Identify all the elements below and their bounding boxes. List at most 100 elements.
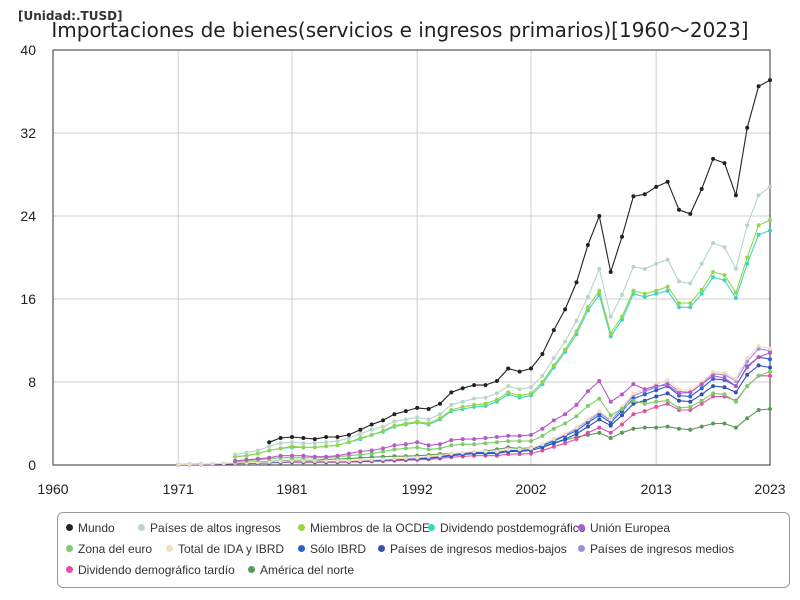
- legend-marker: [66, 524, 73, 532]
- data-point: [722, 385, 727, 390]
- data-point: [358, 436, 363, 440]
- legend-marker: [298, 524, 305, 532]
- data-point: [255, 448, 260, 453]
- data-point: [551, 356, 556, 361]
- data-point: [563, 421, 568, 426]
- data-point: [278, 436, 283, 440]
- data-point: [358, 452, 363, 457]
- data-point: [642, 401, 647, 406]
- series-line-paises-de-altos-ingresos: [235, 186, 771, 456]
- data-point: [438, 442, 442, 447]
- data-point: [711, 270, 716, 274]
- data-point: [654, 291, 659, 296]
- data-point: [369, 448, 374, 453]
- data-point: [267, 440, 272, 445]
- series-group: [176, 78, 772, 467]
- data-point: [324, 435, 329, 439]
- data-point: [278, 459, 283, 464]
- data-point: [540, 380, 545, 384]
- data-point: [483, 395, 488, 400]
- data-point: [267, 448, 272, 453]
- x-tick-label: 2013: [641, 481, 672, 497]
- legend-item: Países de ingresos medios: [578, 542, 734, 556]
- data-point: [654, 399, 659, 404]
- data-point: [608, 417, 613, 422]
- legend-label: América del norte: [260, 563, 355, 577]
- data-point: [574, 431, 579, 436]
- data-point: [665, 284, 670, 289]
- data-point: [438, 446, 442, 451]
- data-point: [620, 314, 624, 319]
- data-point: [415, 440, 420, 445]
- data-point: [290, 458, 294, 463]
- data-point: [756, 373, 761, 378]
- data-point: [392, 443, 397, 448]
- data-point: [620, 292, 624, 297]
- data-point: [358, 458, 363, 463]
- data-point: [529, 446, 533, 451]
- data-point: [517, 447, 522, 452]
- data-point: [654, 288, 659, 293]
- data-point: [699, 291, 704, 296]
- legend-label: Países de ingresos medios-bajos: [390, 542, 567, 556]
- data-point: [631, 382, 636, 387]
- data-point: [608, 423, 613, 428]
- data-point: [608, 334, 613, 339]
- data-point: [733, 193, 738, 198]
- data-point: [574, 414, 579, 419]
- data-point: [756, 408, 761, 412]
- data-point: [290, 453, 294, 458]
- data-point: [711, 156, 716, 161]
- data-point: [438, 401, 442, 406]
- data-point: [563, 431, 568, 436]
- data-point: [369, 427, 374, 432]
- data-point: [403, 417, 408, 422]
- data-point: [677, 391, 681, 396]
- data-point: [551, 363, 556, 368]
- y-tick-label: 0: [28, 457, 36, 473]
- data-point: [187, 462, 192, 467]
- data-point: [711, 373, 716, 378]
- data-point: [733, 296, 738, 300]
- data-point: [597, 396, 602, 401]
- data-point: [392, 423, 397, 428]
- data-point: [324, 440, 329, 445]
- data-point: [597, 413, 602, 418]
- series-mundo: [267, 78, 772, 445]
- data-point: [733, 376, 738, 381]
- data-point: [768, 369, 772, 374]
- data-point: [574, 329, 579, 334]
- data-point: [324, 458, 329, 463]
- data-point: [415, 405, 420, 410]
- data-point: [665, 391, 670, 396]
- data-point: [745, 255, 750, 260]
- data-point: [654, 384, 659, 389]
- data-point: [517, 439, 522, 444]
- data-point: [381, 424, 385, 429]
- data-point: [733, 399, 738, 404]
- data-point: [711, 394, 716, 399]
- data-point: [631, 391, 636, 396]
- data-point: [506, 390, 511, 395]
- x-axis-ticks: 1960 1971 1981 1992 2002 2013 2023: [37, 481, 785, 497]
- data-point: [494, 379, 499, 383]
- data-point: [688, 408, 693, 412]
- data-point: [665, 424, 670, 429]
- data-point: [768, 184, 772, 189]
- data-point: [677, 207, 681, 212]
- data-point: [665, 401, 670, 406]
- legend-marker: [578, 524, 585, 532]
- data-point: [472, 437, 477, 442]
- y-tick-label: 40: [20, 42, 36, 58]
- data-point: [551, 444, 556, 449]
- legend-item: Miembros de la OCDE: [298, 521, 430, 535]
- data-point: [654, 425, 659, 430]
- data-point: [768, 357, 772, 362]
- data-point: [506, 433, 511, 438]
- data-point: [665, 377, 670, 382]
- data-point: [654, 184, 659, 189]
- data-point: [597, 430, 602, 435]
- data-point: [529, 439, 533, 444]
- data-point: [369, 451, 374, 456]
- data-point: [768, 228, 772, 233]
